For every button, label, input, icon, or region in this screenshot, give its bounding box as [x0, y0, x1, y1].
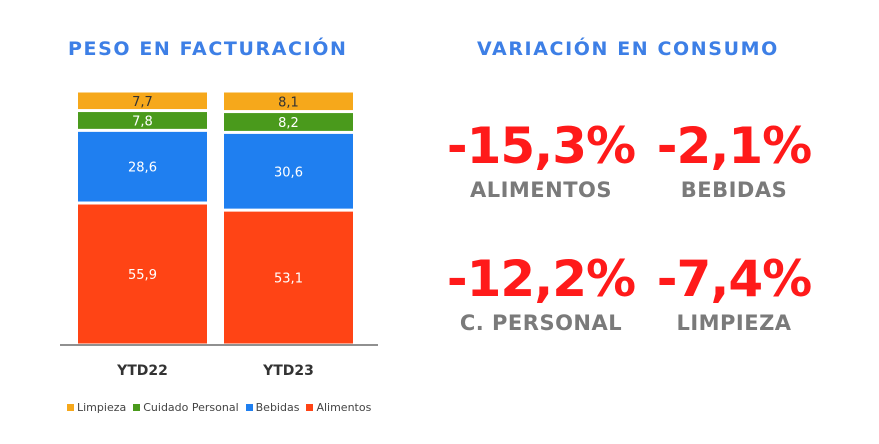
legend-swatch [67, 404, 74, 411]
data-label: 8,1 [278, 95, 299, 110]
metric-bebidas: -2,1% BEBIDAS [634, 118, 834, 202]
category-label: YTD23 [262, 363, 314, 379]
legend-item-bebidas: Bebidas [245, 401, 300, 414]
legend-label: Limpieza [77, 401, 127, 414]
metric-label: BEBIDAS [680, 178, 788, 202]
metric-limpieza: -7,4% LIMPIEZA [634, 251, 834, 335]
legend-label: Bebidas [255, 401, 300, 414]
data-label: 30,6 [274, 165, 303, 180]
metric-label: LIMPIEZA [676, 311, 792, 335]
bar-segment-cuidado-personal-ytd23 [224, 113, 353, 131]
legend-label: Cuidado Personal [143, 401, 239, 414]
metric-label: ALIMENTOS [469, 178, 613, 202]
bar-segment-cuidado-personal-ytd22 [78, 112, 207, 129]
bar-segment-alimentos-ytd23 [224, 211, 353, 344]
legend-label: Alimentos [316, 401, 372, 414]
data-label: 55,9 [128, 268, 157, 283]
variation-title: VARIACIÓN EN CONSUMO [477, 38, 779, 60]
metric-value: -7,4% [656, 250, 812, 308]
bar-segment-limpieza-ytd22 [78, 92, 207, 110]
legend-item-cuidado-personal: Cuidado Personal [133, 401, 239, 414]
metric-value: -2,1% [656, 117, 812, 175]
stacked-bar-chart: 55,9 28,6 7,8 7,7 YTD22 53,1 30,6 8,2 8,1 YTD23 [60, 92, 378, 379]
data-label: 53,1 [274, 272, 303, 287]
metric-c-personal: -12,2% C. PERSONAL [441, 251, 641, 335]
legend-swatch [133, 404, 141, 411]
bar-segment-limpieza-ytd23 [224, 92, 353, 111]
bar-segment-alimentos-ytd22 [78, 204, 207, 344]
bar-segment-bebidas-ytd22 [78, 131, 207, 202]
data-label: 8,2 [278, 116, 299, 131]
legend-swatch [306, 404, 314, 411]
metric-alimentos: -15,3% ALIMENTOS [441, 118, 641, 202]
legend-item-limpieza: Limpieza [67, 401, 126, 414]
legend-swatch [245, 404, 253, 411]
legend: Limpieza Cuidado Personal Bebidas Alimen… [67, 401, 371, 414]
legend-item-alimentos: Alimentos [306, 401, 371, 414]
metric-label: C. PERSONAL [459, 311, 623, 335]
chart-title: PESO EN FACTURACIÓN [68, 38, 348, 60]
category-label: YTD22 [116, 363, 168, 379]
data-label: 28,6 [128, 161, 157, 176]
metric-value: -15,3% [446, 117, 636, 175]
data-label: 7,8 [132, 114, 153, 129]
data-label: 7,7 [132, 95, 153, 110]
bar-segment-bebidas-ytd23 [224, 133, 353, 209]
metric-value: -12,2% [446, 250, 636, 308]
